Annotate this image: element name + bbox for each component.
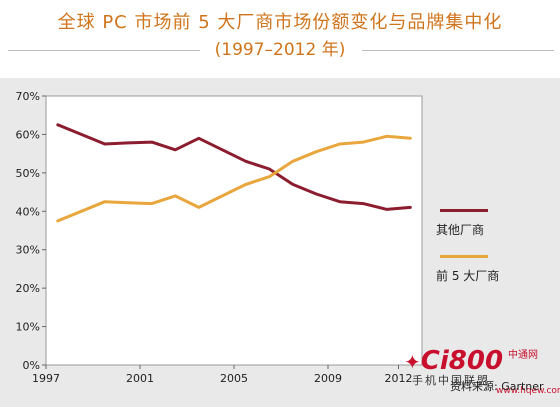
series-point-others: [315, 193, 318, 195]
chart-subtitle: (1997–2012 年): [214, 40, 346, 60]
series-point-others: [103, 143, 106, 145]
y-tick-label: 70%: [16, 90, 40, 103]
series-point-top5: [80, 210, 83, 213]
y-tick-label: 40%: [16, 205, 40, 218]
plot-area: [45, 95, 423, 366]
series-point-others: [244, 160, 247, 163]
series-point-top5: [197, 206, 200, 209]
watermark-url: www.hqew.com: [496, 386, 560, 396]
legend-label-top5: 前 5 大厂商: [436, 269, 500, 283]
series-point-top5: [315, 150, 318, 153]
series-point-top5: [385, 135, 388, 138]
legend-swatch-others: [440, 209, 488, 212]
series-point-others: [174, 149, 177, 151]
legend-label-others: 其他厂商: [436, 223, 485, 237]
series-point-top5: [103, 200, 106, 203]
series-point-top5: [127, 202, 130, 204]
watermark-logo-text: Ci800: [420, 346, 504, 376]
series-point-others: [56, 124, 59, 126]
series-point-others: [197, 137, 200, 140]
series-point-others: [80, 133, 83, 136]
x-tick-label: 2005: [220, 372, 248, 385]
subtitle-rule-right: [362, 50, 554, 51]
x-tick-label: 2001: [126, 372, 154, 385]
series-point-others: [385, 208, 388, 211]
chart-title: 全球 PC 市场前 5 大厂商市场份额变化与品牌集中化: [57, 12, 503, 33]
series-point-top5: [221, 195, 224, 197]
x-tick-label: 2009: [314, 372, 342, 385]
y-tick-label: 20%: [16, 282, 40, 295]
y-tick-label: 30%: [16, 244, 40, 257]
series-point-top5: [174, 195, 177, 197]
subtitle-row: (1997–2012 年): [0, 38, 560, 62]
legend-item-others: 其他厂商: [432, 205, 552, 245]
x-tick-label: 1997: [32, 372, 60, 385]
series-point-others: [150, 141, 153, 143]
x-tick-label: 2012: [385, 372, 413, 385]
legend-swatch-top5: [440, 255, 488, 258]
series-line-others: [56, 123, 412, 211]
watermark-logo-mark: ✦: [404, 350, 421, 374]
series-point-others: [291, 183, 294, 186]
series-point-others: [338, 200, 341, 203]
y-tick-label: 0%: [23, 359, 40, 372]
watermark-logo: ✦Ci800: [404, 346, 503, 376]
series-point-top5: [338, 143, 341, 145]
title-block: 全球 PC 市场前 5 大厂商市场份额变化与品牌集中化 (1997–2012 年…: [0, 0, 560, 68]
y-tick-label: 50%: [16, 167, 40, 180]
series-point-others: [127, 142, 130, 144]
series-point-top5: [362, 141, 365, 143]
series-point-top5: [409, 137, 412, 140]
series-point-others: [409, 206, 412, 209]
y-tick-label: 10%: [16, 321, 40, 334]
series-point-top5: [56, 220, 59, 222]
series-point-top5: [291, 160, 294, 163]
series-point-others: [221, 149, 224, 151]
series-point-others: [362, 202, 365, 205]
series-line-top5: [56, 134, 412, 223]
series-point-others: [268, 168, 271, 170]
watermark-site: 中通网: [508, 350, 538, 361]
watermark-tagline: 手机中国联盟: [412, 374, 490, 387]
series-point-top5: [244, 183, 247, 186]
source-note: 资料来源: Gartner: [450, 380, 544, 393]
subtitle-rule-left: [8, 50, 200, 51]
y-tick-label: 60%: [16, 128, 40, 141]
series-point-top5: [150, 202, 153, 205]
series-point-top5: [268, 175, 271, 178]
legend-item-top5: 前 5 大厂商: [432, 251, 552, 291]
